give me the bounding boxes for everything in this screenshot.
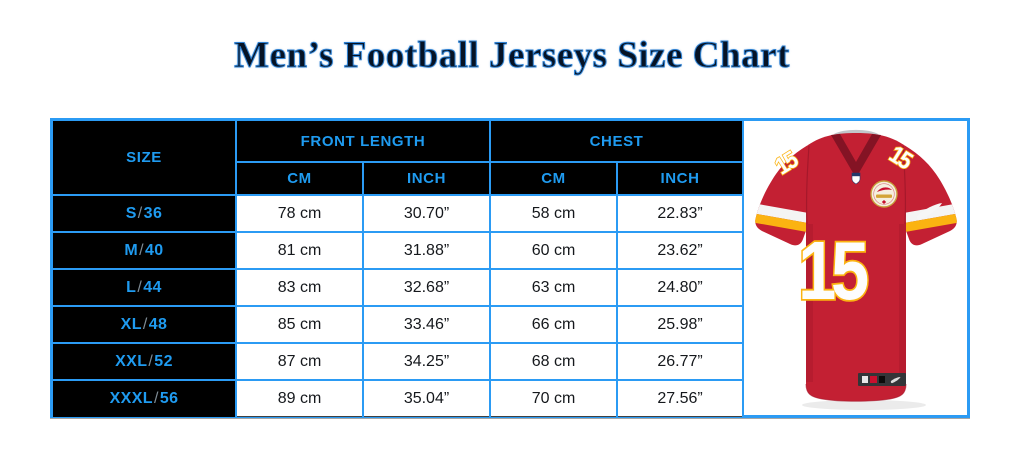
header-front-length-inch: INCH <box>361 161 492 196</box>
size-slash: / <box>153 390 159 407</box>
size-label-xxxl56: XXXL/56 <box>53 379 237 417</box>
cell-chest-cm: 60 cm <box>489 231 619 270</box>
table-row-xxxl56: XXXL/56 89 cm 35.04” 70 cm 27.56” <box>53 379 745 417</box>
size-code: XL <box>120 315 142 333</box>
size-chart-panel: SIZE FRONT LENGTH CHEST CM INCH CM INCH … <box>50 118 970 418</box>
header-chest-inch: INCH <box>616 161 745 196</box>
swoosh-icon <box>916 203 942 220</box>
table-row-s36: S/36 78 cm 30.70” 58 cm 22.83” <box>53 194 745 233</box>
size-slash: / <box>137 204 143 222</box>
size-label-xxl52: XXL/52 <box>53 342 237 381</box>
cell-front-length-inch: 30.70” <box>361 194 492 233</box>
size-number: 56 <box>159 390 179 407</box>
size-slash: / <box>142 315 148 333</box>
cell-front-length-cm: 83 cm <box>235 268 364 307</box>
size-slash: / <box>148 352 154 370</box>
cell-chest-inch: 22.83” <box>616 194 745 233</box>
cell-front-length-cm: 87 cm <box>235 342 364 381</box>
size-label-m40: M/40 <box>53 231 237 270</box>
table-row-m40: M/40 81 cm 31.88” 60 cm 23.62” <box>53 231 745 270</box>
nfl-shield-icon <box>851 172 860 185</box>
cell-chest-cm: 68 cm <box>489 342 619 381</box>
jersey-shadow <box>801 400 926 410</box>
cell-front-length-inch: 34.25” <box>361 342 492 381</box>
jersey-image: 15 15 15 <box>754 129 957 410</box>
size-code: XXXL <box>109 390 153 407</box>
size-label-l44: L/44 <box>53 268 237 307</box>
header-size: SIZE <box>53 121 237 196</box>
size-label-xl48: XL/48 <box>53 305 237 344</box>
size-code: S <box>125 204 137 222</box>
jersey-collar <box>830 134 881 178</box>
cell-front-length-inch: 31.88” <box>361 231 492 270</box>
table-row-xxl52: XXL/52 87 cm 34.25” 68 cm 26.77” <box>53 342 745 381</box>
size-slash: / <box>137 278 143 296</box>
cell-chest-cm: 70 cm <box>489 379 619 417</box>
jersey-right-seam <box>901 145 906 225</box>
jersey-chest-number: 15 <box>798 225 868 317</box>
cell-front-length-inch: 35.04” <box>361 379 492 417</box>
header-chest: CHEST <box>489 121 745 163</box>
size-number: 36 <box>143 204 163 222</box>
jersey-right-mesh <box>898 224 906 382</box>
cell-chest-cm: 58 cm <box>489 194 619 233</box>
jersey-hem <box>805 383 906 402</box>
cell-front-length-cm: 78 cm <box>235 194 364 233</box>
jersey-left-mesh <box>805 224 813 382</box>
jock-tag <box>857 373 906 386</box>
size-number: 40 <box>144 241 164 259</box>
cell-front-length-cm: 89 cm <box>235 379 364 417</box>
cell-chest-inch: 25.98” <box>616 305 745 344</box>
header-front-length: FRONT LENGTH <box>234 121 492 163</box>
cell-chest-cm: 66 cm <box>489 305 619 344</box>
size-label-s36: S/36 <box>53 194 237 233</box>
cell-chest-inch: 26.77” <box>616 342 745 381</box>
header-chest-cm: CM <box>489 161 619 196</box>
jersey-image-cell: 15 15 15 <box>744 121 967 415</box>
cell-chest-inch: 24.80” <box>616 268 745 307</box>
cell-front-length-inch: 32.68” <box>361 268 492 307</box>
jersey-left-seam <box>805 145 810 225</box>
table-row-xl48: XL/48 85 cm 33.46” 66 cm 25.98” <box>53 305 745 344</box>
header-front-length-cm: CM <box>236 161 364 196</box>
size-code: L <box>126 278 137 296</box>
team-patch-icon <box>869 180 898 208</box>
cell-chest-inch: 23.62” <box>616 231 745 270</box>
size-number: 48 <box>148 315 168 333</box>
cell-front-length-inch: 33.46” <box>361 305 492 344</box>
cell-front-length-cm: 85 cm <box>235 305 364 344</box>
cell-chest-inch: 27.56” <box>616 379 745 417</box>
size-code: XXL <box>115 352 148 370</box>
size-slash: / <box>139 241 144 259</box>
size-number: 52 <box>154 352 173 370</box>
table-row-l44: L/44 83 cm 32.68” 63 cm 24.80” <box>53 268 745 307</box>
cell-front-length-cm: 81 cm <box>235 231 364 270</box>
cell-chest-cm: 63 cm <box>489 268 619 307</box>
page-title: Men’s Football Jerseys Size Chart <box>234 35 790 77</box>
size-number: 44 <box>143 278 162 296</box>
size-chart-table: SIZE FRONT LENGTH CHEST CM INCH CM INCH … <box>53 121 745 417</box>
size-code: M <box>124 241 139 259</box>
